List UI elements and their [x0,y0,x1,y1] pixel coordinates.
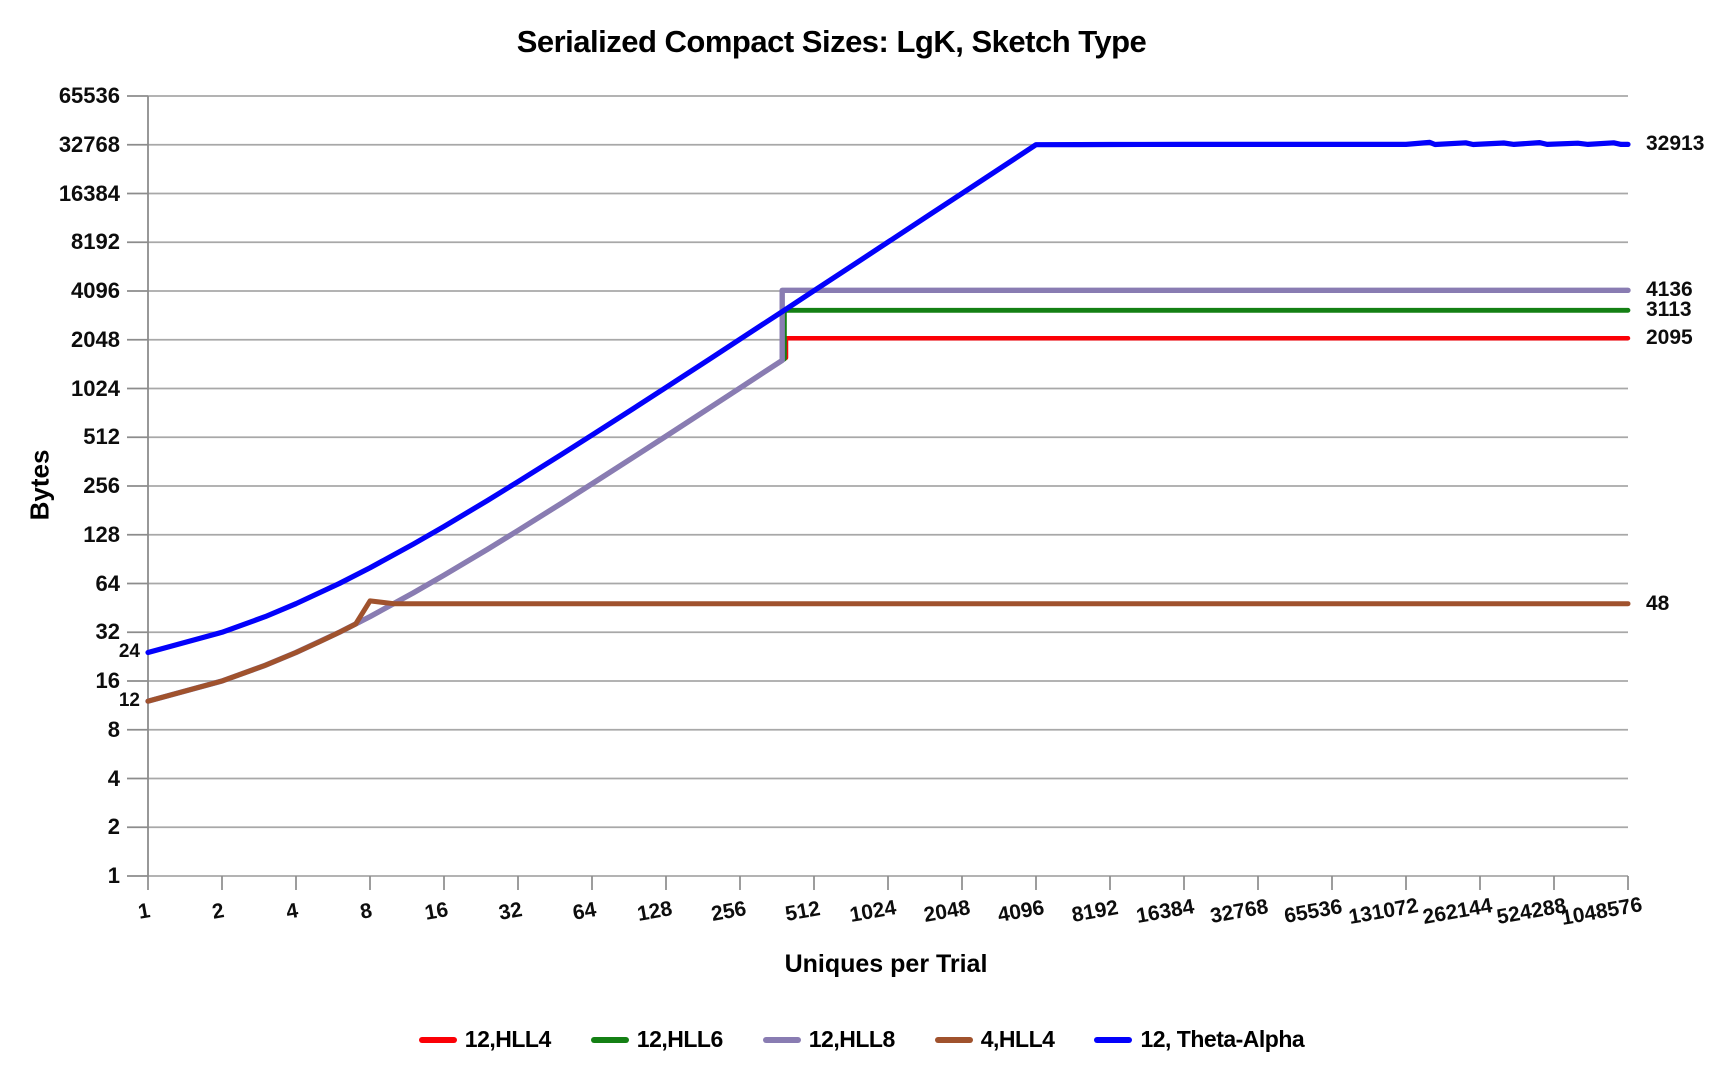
y-tick-label: 256 [83,473,120,498]
x-tick-label: 64 [570,898,598,925]
legend: 12,HLL4 12,HLL6 12,HLL8 4,HLL4 12, Theta… [0,1026,1723,1053]
legend-label-12-hll4: 12,HLL4 [464,1026,551,1052]
legend-item-12-hll4: 12,HLL4 [418,1026,551,1053]
legend-swatch-12-hll8 [762,1036,801,1043]
series-end-value-label: 32913 [1646,132,1705,156]
series-line-12-hll4 [145,335,1631,704]
legend-swatch-12-theta-alpha [1094,1036,1133,1043]
series-line-12-hll6 [145,307,1631,704]
x-tick-label: 32 [496,898,524,925]
y-tick-label: 512 [83,424,120,450]
y-tick-label: 2 [107,814,120,840]
y-tick-label: 32 [95,619,120,645]
legend-label-12-hll6: 12,HLL6 [636,1026,723,1052]
legend-label-4-hll4: 4,HLL4 [980,1026,1055,1052]
y-tick-label: 64 [95,570,120,596]
series-end-value-label: 48 [1646,591,1670,615]
series-end-value-label: 4136 [1646,278,1693,302]
series-line-12-theta-alpha [145,139,1631,656]
y-tick-label: 4 [107,765,120,791]
y-tick-label: 1 [107,863,120,888]
series-line-12-hll8 [145,287,1631,704]
legend-label-12-theta-alpha: 12, Theta-Alpha [1140,1026,1305,1052]
legend-item-12-theta-alpha: 12, Theta-Alpha [1094,1026,1305,1053]
legend-label-12-hll8: 12,HLL8 [808,1026,895,1052]
legend-item-12-hll8: 12,HLL8 [762,1026,895,1053]
y-tick-label: 4096 [71,278,120,303]
series-line-4-hll4 [145,598,1631,704]
legend-swatch-12-hll4 [418,1036,457,1043]
y-tick-label: 65536 [58,83,120,108]
y-tick-label: 1024 [71,375,120,401]
x-tick-label: 16 [422,898,450,925]
y-tick-label: 128 [83,521,120,547]
legend-item-4-hll4: 4,HLL4 [934,1026,1055,1053]
chart-title: Serialized Compact Sizes: LgK, Sketch Ty… [516,24,1147,59]
legend-swatch-12-hll6 [590,1036,629,1043]
y-tick-label: 8 [107,716,120,742]
y-tick-label: 16 [95,668,120,693]
y-tick-label: 32768 [58,131,120,157]
series-end-value-label: 2095 [1646,326,1693,350]
x-axis-title: Uniques per Trial [784,950,988,978]
series-start-value-label: 24 [118,641,140,663]
y-tick-label: 8192 [71,229,120,255]
y-tick-label: 2048 [71,326,120,352]
legend-item-12-hll6: 12,HLL6 [590,1026,723,1053]
y-tick-label: 16384 [58,180,120,206]
legend-swatch-4-hll4 [934,1036,973,1043]
series-end-value-label: 3113 [1646,298,1692,322]
series-start-value-label: 12 [118,690,140,712]
